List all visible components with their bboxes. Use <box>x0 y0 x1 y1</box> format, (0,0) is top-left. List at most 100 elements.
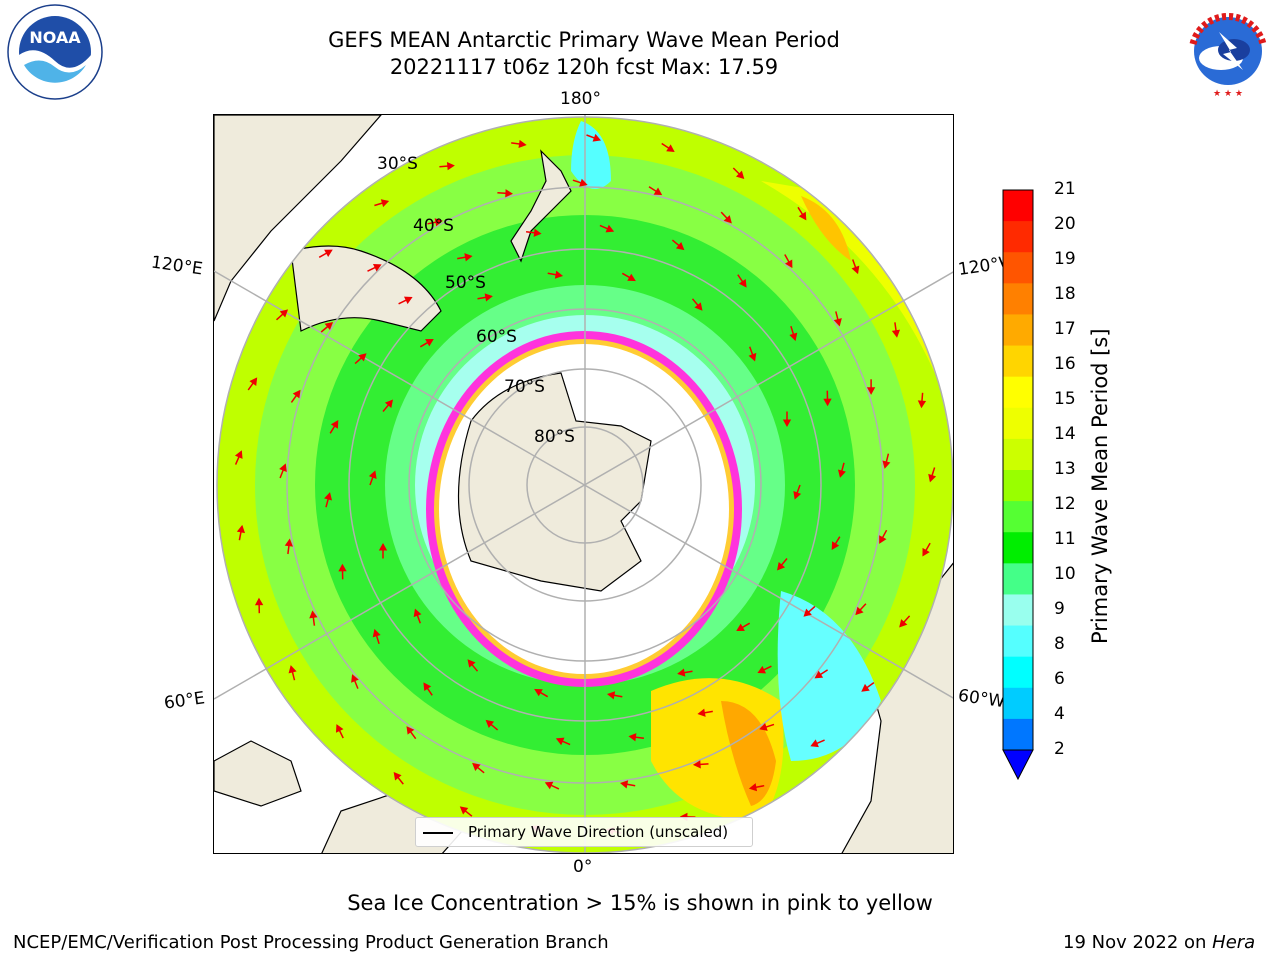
wave-arrow-head <box>330 420 339 429</box>
wave-arrow-head <box>748 352 757 362</box>
lat-label-80s: 80°S <box>534 427 575 447</box>
wave-arrow-head <box>785 259 793 269</box>
colorbar-tick-label: 19 <box>1054 249 1076 269</box>
wave-arrow-head <box>782 419 792 428</box>
nws-logo: ★ ★ ★ <box>1179 2 1277 100</box>
wave-arrow-head <box>518 139 527 149</box>
colorbar-segment <box>1003 283 1033 315</box>
colorbar-segment <box>1003 314 1033 347</box>
wave-arrow-head <box>249 377 258 386</box>
map-legend: Primary Wave Direction (unscaled) <box>415 817 753 847</box>
wave-arrow-head <box>776 562 786 571</box>
wave-arrow-head <box>372 628 381 638</box>
wave-arrow-head <box>736 623 745 631</box>
wave-arrow-head <box>372 263 382 272</box>
colorbar-segment <box>1003 594 1033 627</box>
wave-arrow-head <box>837 469 846 478</box>
colorbar-segment <box>1003 687 1033 720</box>
wave-arrow-head <box>338 563 347 572</box>
wave-arrow-head <box>554 270 564 279</box>
wave-arrow-head <box>236 524 246 534</box>
wave-arrow-head <box>866 387 876 395</box>
colorbar-tick-label: 16 <box>1054 354 1076 374</box>
wave-arrow-head <box>423 682 432 692</box>
colorbar-segment <box>1003 501 1033 533</box>
colorbar-tick-label: 6 <box>1054 669 1065 689</box>
wave-arrow-head <box>555 737 565 746</box>
svg-text:★ ★ ★: ★ ★ ★ <box>1213 89 1243 99</box>
colorbar-segment <box>1003 563 1033 595</box>
colorbar-segment <box>1003 438 1033 471</box>
graticule <box>214 115 953 853</box>
wave-direction-arrows <box>234 133 937 836</box>
colorbar-tick-label: 9 <box>1054 599 1065 619</box>
wave-arrow-head <box>279 463 287 473</box>
wave-arrow-head <box>738 278 747 288</box>
colorbar-label: Primary Wave Mean Period [s] <box>1088 328 1112 644</box>
colorbar-tick-label: 13 <box>1054 459 1076 479</box>
wave-arrow-head <box>917 400 927 409</box>
wave-arrow-head <box>757 665 767 674</box>
lon-label-60w: 60°W <box>956 685 1007 713</box>
wave-arrow-head <box>697 708 706 717</box>
wave-arrow-head <box>380 199 390 208</box>
wave-arrow-head <box>464 253 473 262</box>
wave-arrow-head <box>928 473 937 483</box>
wave-arrow-head <box>446 162 455 171</box>
wave-arrow-head <box>234 450 243 459</box>
wave-arrow-head <box>735 170 745 180</box>
lon-label-60e: 60°E <box>162 688 207 714</box>
wave-arrow-head <box>798 211 807 221</box>
lat-label-50s: 50°S <box>445 273 486 293</box>
wave-arrow-head <box>803 608 812 617</box>
lat-label-30s: 30°S <box>377 154 418 174</box>
colorbar-segment <box>1003 221 1033 253</box>
svg-text:NOAA: NOAA <box>29 28 81 47</box>
colorbar-segment <box>1003 345 1033 378</box>
credit-text: NCEP/EMC/Verification Post Processing Pr… <box>13 932 609 953</box>
colorbar-segment <box>1003 532 1033 564</box>
wave-arrow-head <box>677 668 686 677</box>
legend-line-sample <box>423 832 453 834</box>
wave-arrow-head <box>627 273 636 282</box>
wave-arrow-head <box>606 691 616 700</box>
colorbar-tick-label: 2 <box>1054 739 1065 759</box>
wave-arrow-head <box>831 541 840 550</box>
noaa-logo: NOAA <box>6 3 104 101</box>
wave-arrow-head <box>666 144 675 152</box>
colorbar-segment <box>1003 718 1033 751</box>
lat-label-40s: 40°S <box>413 216 454 236</box>
wave-arrow-head <box>619 780 629 789</box>
machine-name: Hera <box>1212 932 1256 953</box>
colorbar-tick-label: 10 <box>1054 564 1076 584</box>
wave-arrow-head <box>592 133 602 142</box>
wave-arrow-head <box>899 619 908 628</box>
wave-arrow-head <box>384 399 394 408</box>
wave-arrow-head <box>335 724 344 733</box>
colorbar-segment <box>1003 470 1033 502</box>
lat-label-60s: 60°S <box>476 327 517 347</box>
colorbar-tick-label: 4 <box>1054 704 1065 724</box>
chart-title-line1: GEFS MEAN Antarctic Primary Wave Mean Pe… <box>328 28 840 52</box>
wave-arrow-head <box>544 781 554 790</box>
wave-arrow-head <box>413 608 422 618</box>
wave-arrow-head <box>879 535 887 544</box>
wave-arrow-head <box>393 771 402 781</box>
wave-arrow-head <box>484 293 493 302</box>
colorbar-tick-label: 8 <box>1054 634 1065 654</box>
colorbar-tick-label: 18 <box>1054 284 1076 304</box>
sea-ice-note: Sea Ice Concentration > 15% is shown in … <box>347 891 933 915</box>
wave-arrow-head <box>485 719 495 728</box>
lat-label-70s: 70°S <box>504 377 545 397</box>
colorbar-tick-label: 11 <box>1054 529 1076 549</box>
colorbar-extend-arrow <box>1002 749 1034 781</box>
wave-arrow-head <box>823 398 832 407</box>
wave-arrow-head <box>851 265 860 275</box>
lon-label-0: 0° <box>573 857 593 877</box>
wave-arrow-head <box>579 178 588 187</box>
wave-arrow-head <box>472 762 481 771</box>
wave-arrow-head <box>434 218 443 227</box>
lon-label-120e: 120°E <box>149 252 204 280</box>
wave-arrow-head <box>793 491 802 500</box>
lon-label-180: 180° <box>560 89 601 109</box>
